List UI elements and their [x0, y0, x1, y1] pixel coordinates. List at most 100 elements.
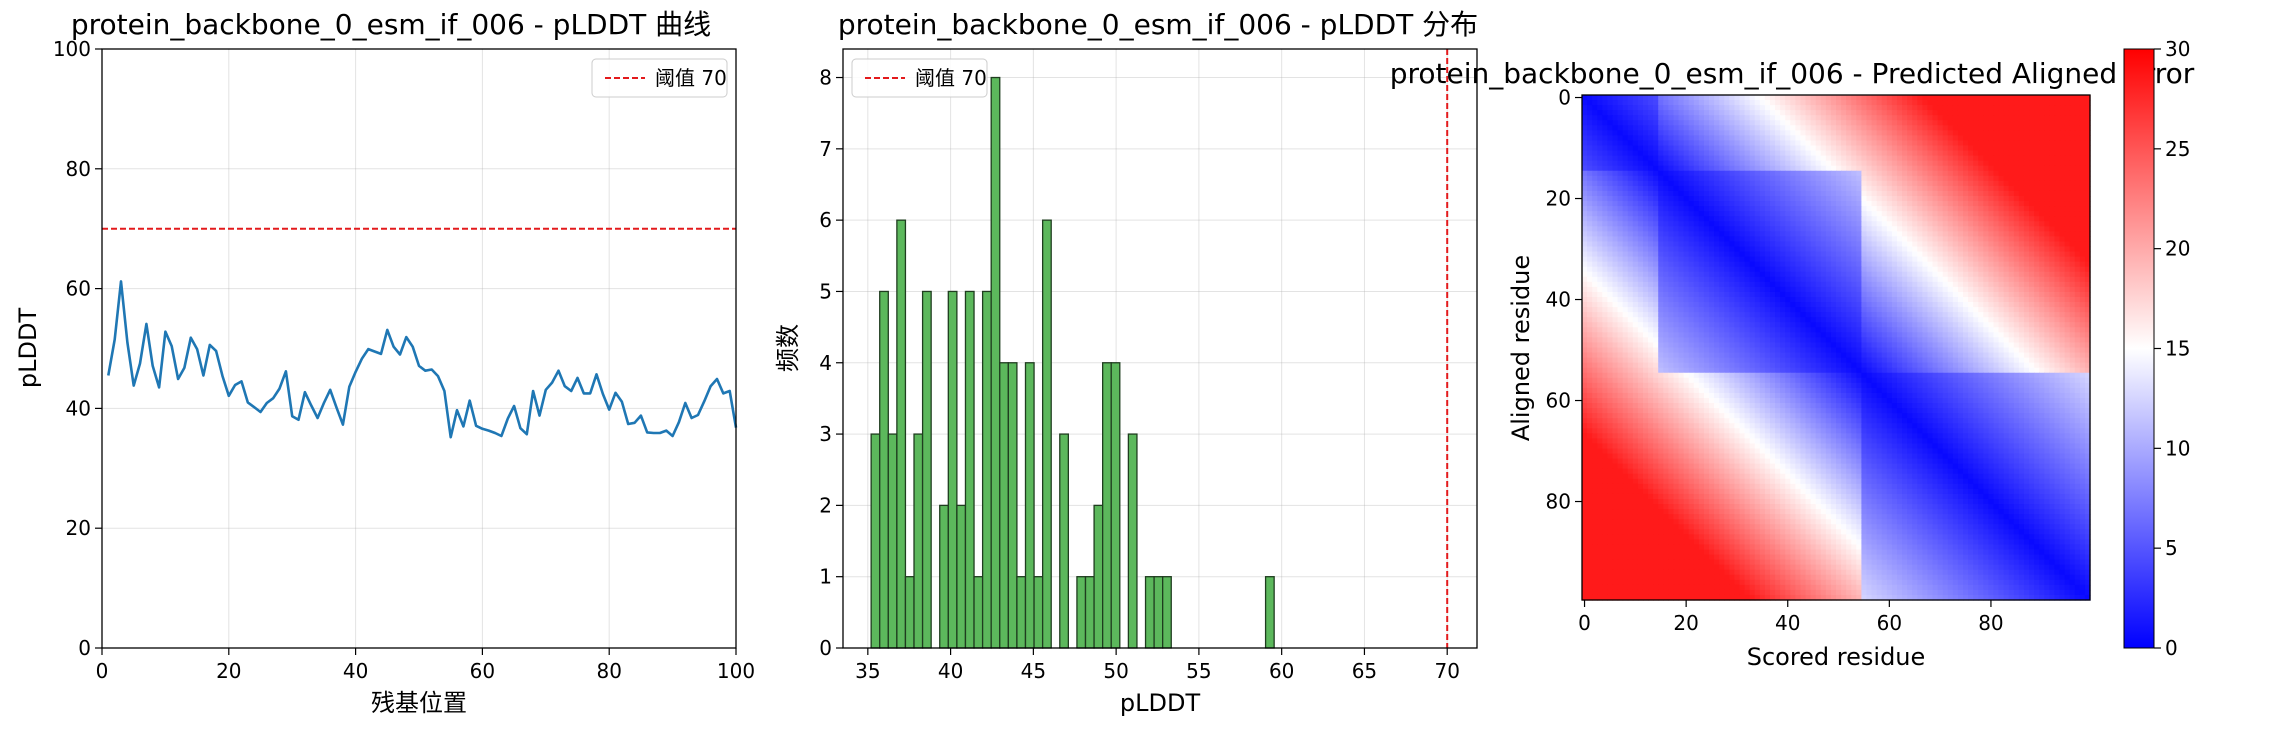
heatmap-cell — [1775, 190, 1781, 197]
heatmap-cell — [1724, 120, 1730, 126]
heatmap-cell — [1724, 256, 1730, 263]
heatmap-cell — [1810, 155, 1817, 162]
heatmap-cell — [2059, 246, 2066, 253]
heatmap-cell — [1703, 201, 1710, 207]
heatmap-cell — [1947, 281, 1954, 288]
heatmap-cell — [1968, 135, 1974, 142]
heatmap-cell — [2039, 307, 2045, 313]
heatmap-cell — [1739, 297, 1746, 303]
heatmap-cell — [1917, 180, 1923, 187]
heatmap-cell — [1622, 231, 1629, 237]
heatmap-cell — [2018, 160, 2025, 167]
heatmap-cell — [1642, 291, 1649, 298]
heatmap-cell — [2074, 125, 2081, 131]
heatmap-cell — [2029, 150, 2035, 157]
heatmap-cell — [1602, 307, 1608, 313]
heatmap-cell — [1612, 312, 1619, 318]
heatmap-cell — [1627, 231, 1634, 237]
heatmap-cell — [1759, 226, 1766, 232]
heatmap-cell — [1983, 95, 1989, 101]
heatmap-cell — [2013, 307, 2020, 313]
heatmap-cell — [1896, 291, 1903, 298]
heatmap-cell — [1749, 241, 1756, 248]
heatmap-cell — [1602, 130, 1608, 136]
heatmap-cell — [1841, 337, 1847, 344]
heatmap-cell — [1907, 226, 1913, 232]
heatmap-cell — [1790, 145, 1796, 152]
heatmap-cell — [1602, 271, 1608, 278]
heatmap-cell — [1902, 312, 1908, 318]
heatmap-cell — [1988, 175, 1995, 182]
heatmap-cell — [1805, 145, 1812, 152]
heatmap-cell — [1703, 286, 1710, 293]
heatmap-cell — [2029, 130, 2035, 136]
heatmap-cell — [1912, 302, 1918, 308]
heatmap-cell — [1795, 236, 1802, 243]
heatmap-cell — [1795, 155, 1802, 162]
heatmap-cell — [1815, 261, 1822, 268]
heatmap-cell — [1846, 165, 1852, 172]
heatmap-cell — [1663, 185, 1669, 192]
heatmap-cell — [2084, 120, 2091, 126]
heatmap-cell — [1785, 100, 1791, 106]
heatmap-cell — [1582, 105, 1588, 111]
heatmap-cell — [1922, 271, 1929, 278]
heatmap-cell — [1876, 312, 1883, 318]
heatmap-cell — [1693, 216, 1700, 222]
heatmap-cell — [1836, 110, 1842, 116]
heatmap-cell — [1998, 327, 2005, 333]
heatmap-cell — [1820, 211, 1827, 217]
heatmap-cell — [1937, 145, 1944, 152]
heatmap-cell — [2054, 327, 2061, 333]
heatmap-cell — [1993, 180, 2000, 187]
heatmap-cell — [1988, 332, 1995, 338]
heatmap-cell — [1627, 100, 1634, 106]
heatmap-cell — [1622, 120, 1629, 126]
heatmap-cell — [2084, 140, 2091, 147]
heatmap-cell — [1759, 105, 1766, 111]
heatmap-cell — [1739, 211, 1746, 217]
heatmap-cell — [1714, 206, 1720, 212]
heatmap-cell — [1881, 185, 1888, 192]
heatmap-cell — [1881, 236, 1888, 243]
heatmap-cell — [1582, 261, 1588, 268]
heatmap-cell — [2054, 110, 2061, 116]
heatmap-cell — [1932, 201, 1939, 207]
heatmap-cell — [1820, 125, 1827, 131]
heatmap-cell — [1683, 175, 1690, 182]
heatmap-cell — [2029, 201, 2035, 207]
heatmap-cell — [1968, 231, 1974, 237]
heatmap-cell — [1719, 231, 1725, 237]
heatmap-cell — [1648, 236, 1654, 243]
heatmap-cell — [1805, 185, 1812, 192]
heatmap-cell — [1764, 226, 1771, 232]
heatmap-cell — [1912, 125, 1918, 131]
heatmap-cell — [2018, 317, 2025, 323]
heatmap-cell — [2003, 241, 2010, 248]
heatmap-cell — [2044, 145, 2050, 152]
heatmap-cell — [1825, 281, 1832, 288]
heatmap-cell — [1922, 130, 1929, 136]
heatmap-cell — [1983, 155, 1989, 162]
heatmap-cell — [1942, 236, 1949, 243]
heatmap-cell — [1607, 302, 1614, 308]
heatmap-cell — [1942, 302, 1949, 308]
heatmap-cell — [1582, 286, 1588, 293]
heatmap-cell — [1952, 100, 1959, 106]
heatmap-cell — [1653, 185, 1659, 192]
heatmap-cell — [1612, 281, 1619, 288]
heatmap-cell — [1927, 150, 1934, 157]
heatmap-cell — [1876, 216, 1883, 222]
heatmap-cell — [1902, 211, 1908, 217]
heatmap-cell — [1815, 221, 1822, 227]
heatmap-cell — [2013, 180, 2020, 187]
heatmap-cell — [1947, 206, 1954, 212]
heatmap-cell — [1592, 155, 1598, 162]
heatmap-cell — [1698, 241, 1705, 248]
heatmap-cell — [1790, 251, 1796, 258]
heatmap-cell — [1988, 246, 1995, 253]
heatmap-cell — [1805, 105, 1812, 111]
heatmap-cell — [2054, 100, 2061, 106]
heatmap-cell — [1978, 115, 1984, 121]
heatmap-cell — [1810, 226, 1817, 232]
